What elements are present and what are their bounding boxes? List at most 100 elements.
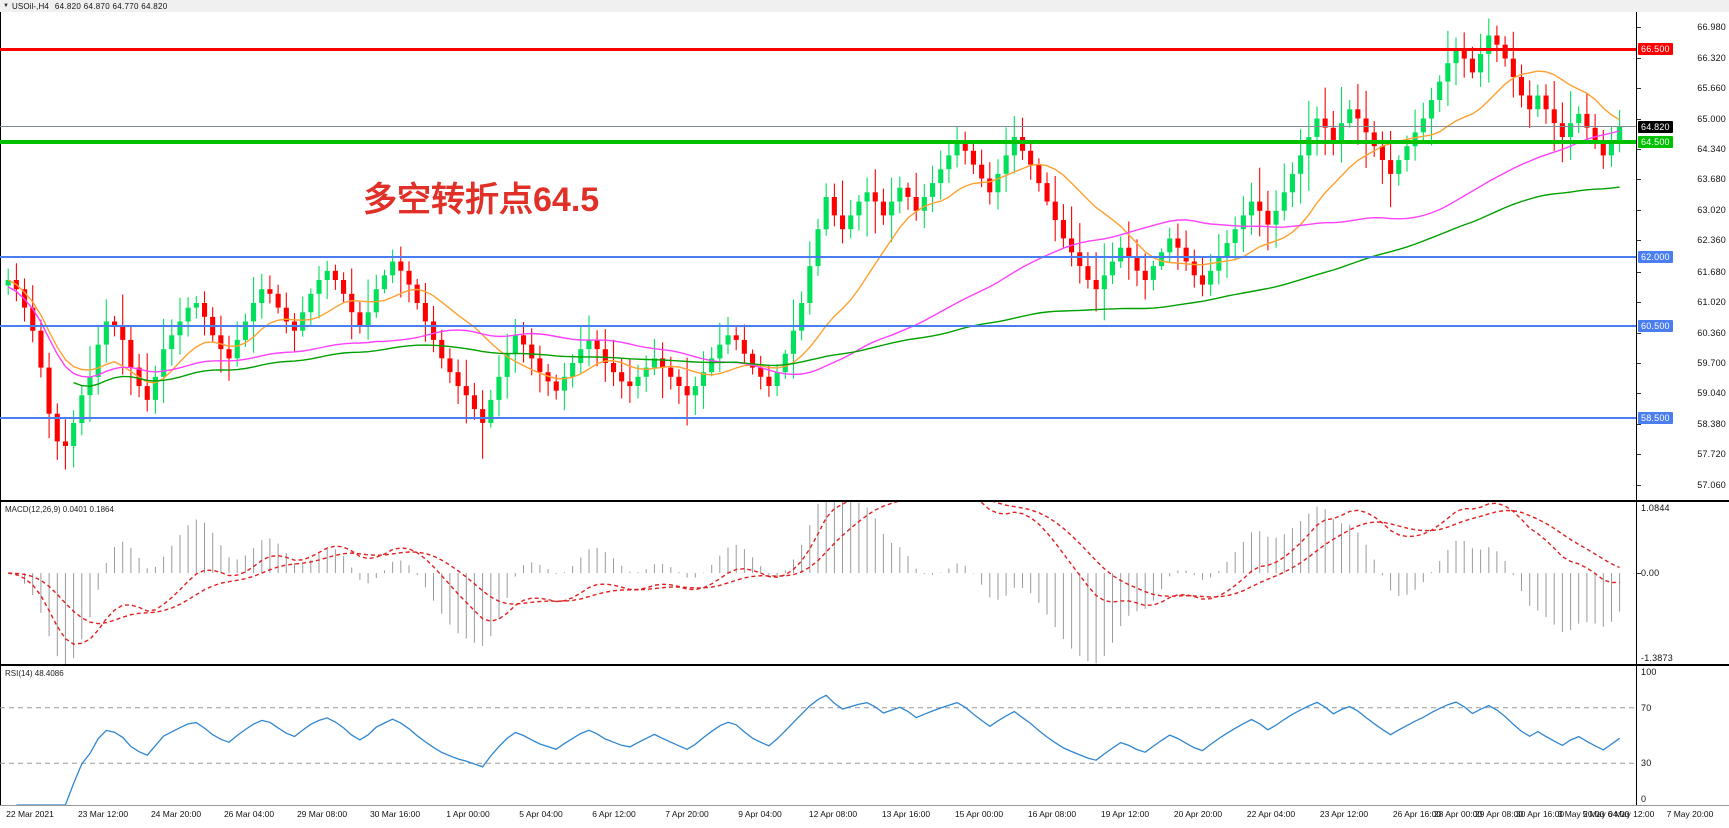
price-tick-mark xyxy=(1637,271,1641,273)
price-tick-label: 59.700 xyxy=(1697,358,1726,368)
annotation-text: 多空转折点64.5 xyxy=(363,181,600,219)
chevron-down-icon[interactable]: ▼ xyxy=(3,3,9,9)
rsi-plot-area[interactable]: RSI(14) 48.4086 xyxy=(0,666,1636,805)
macd-tick-label: 1.0844 xyxy=(1641,503,1670,513)
date-axis-label: 29 Mar 08:00 xyxy=(296,809,348,819)
price-tick-mark xyxy=(1637,118,1641,120)
macd-tick-label: -1.3873 xyxy=(1641,653,1673,663)
date-axis-label: 22 Mar 2021 xyxy=(6,809,54,819)
date-axis[interactable]: 22 Mar 2021 23 Mar 12:00 24 Mar 20:00 26 Ma… xyxy=(0,805,1729,828)
macd-axis-divider xyxy=(1636,502,1637,664)
last-price-badge[interactable]: 64.820 xyxy=(1638,120,1673,133)
price-tick-label: 64.340 xyxy=(1697,143,1726,154)
date-axis-label: 5 May 04:00 xyxy=(1582,809,1630,819)
level-badge-62000[interactable]: 62.000 xyxy=(1638,250,1673,263)
price-tick-label: 61.680 xyxy=(1697,266,1726,277)
price-tick-mark xyxy=(1637,423,1641,425)
last-price-line[interactable] xyxy=(0,126,1636,128)
rsi-label: RSI(14) 48.4086 xyxy=(5,669,64,678)
price-tick-label: 58.380 xyxy=(1697,418,1726,429)
pivot-line-64500[interactable] xyxy=(0,139,1636,144)
date-axis-label: 29 Apr 08:00 xyxy=(1474,809,1524,819)
date-axis-label: 23 Mar 12:00 xyxy=(77,809,129,819)
price-tick-mark xyxy=(1637,179,1641,181)
date-axis-label: 12 Apr 08:00 xyxy=(808,809,858,819)
price-tick-label: 57.060 xyxy=(1697,479,1726,490)
price-tick-mark xyxy=(1637,209,1641,211)
date-axis-label: 15 Apr 00:00 xyxy=(954,809,1004,819)
date-axis-label: 7 Apr 20:00 xyxy=(665,809,709,819)
price-tick-label: 59.040 xyxy=(1697,388,1726,399)
macd-scale: 1.0844 0.00 -1.3873 xyxy=(1637,502,1729,664)
macd-tick-label: 0.00 xyxy=(1641,568,1660,579)
rsi-tick-label: 30 xyxy=(1641,758,1652,769)
rsi-tick-label: 100 xyxy=(1641,667,1657,677)
price-tick-label: 62.360 xyxy=(1697,235,1726,246)
level-badge-66500[interactable]: 66.500 xyxy=(1638,43,1673,56)
support-line-60500[interactable] xyxy=(0,325,1636,328)
level-badge-60500[interactable]: 60.500 xyxy=(1638,320,1673,333)
date-axis-label: 6 Apr 12:00 xyxy=(592,809,636,819)
panel-left-border xyxy=(0,666,1,805)
date-axis-label: 19 Apr 12:00 xyxy=(1100,809,1150,819)
price-tick-label: 66.980 xyxy=(1697,22,1726,33)
date-axis-label: 28 Apr 00:00 xyxy=(1433,809,1483,819)
rsi-panel[interactable]: RSI(14) 48.4086 100 70 30 0 xyxy=(0,664,1729,805)
macd-plot-area[interactable]: MACD(12,26,9) 0.0401 0.1864 xyxy=(0,502,1636,664)
level-badge-64500[interactable]: 64.500 xyxy=(1638,135,1673,148)
macd-tick-mark xyxy=(1637,573,1641,575)
date-axis-label: 5 Apr 04:00 xyxy=(519,809,563,819)
rsi-scale: 100 70 30 0 xyxy=(1637,666,1729,805)
date-axis-label: 13 Apr 16:00 xyxy=(881,809,931,819)
date-axis-label: 3 May 20:00 xyxy=(1557,809,1605,819)
level-badge-58500[interactable]: 58.500 xyxy=(1638,412,1673,425)
price-candles-svg xyxy=(5,18,1623,470)
price-tick-mark xyxy=(1637,240,1641,242)
date-axis-label: 26 Mar 04:00 xyxy=(223,809,275,819)
macd-svg xyxy=(8,502,1621,664)
rsi-svg xyxy=(0,694,1636,805)
date-axis-label: 16 Apr 08:00 xyxy=(1027,809,1077,819)
price-tick-label: 61.020 xyxy=(1697,297,1726,308)
support-line-58500[interactable] xyxy=(0,417,1636,420)
price-tick-mark xyxy=(1637,88,1641,90)
price-tick-mark xyxy=(1637,302,1641,304)
ohlc-values: 64.820 64.870 64.770 64.820 xyxy=(54,1,168,11)
panel-left-border xyxy=(0,502,1,664)
date-axis-label: 9 Apr 04:00 xyxy=(738,809,782,819)
price-tick-label: 65.660 xyxy=(1697,83,1726,94)
resistance-line-66500[interactable] xyxy=(0,47,1636,51)
support-line-62000[interactable] xyxy=(0,255,1636,258)
price-tick-label: 63.020 xyxy=(1697,204,1726,215)
date-axis-label: 23 Apr 12:00 xyxy=(1319,809,1369,819)
price-tick-mark xyxy=(1637,393,1641,395)
macd-panel[interactable]: MACD(12,26,9) 0.0401 0.1864 1.0844 0.00 -1… xyxy=(0,500,1729,664)
date-axis-label: 30 Mar 16:00 xyxy=(369,809,421,819)
price-tick-mark xyxy=(1637,57,1641,59)
rsi-tick-label: 0 xyxy=(1641,794,1647,804)
price-tick-label: 65.000 xyxy=(1697,113,1726,124)
price-tick-mark xyxy=(1637,454,1641,456)
date-axis-label: 20 Apr 20:00 xyxy=(1173,809,1223,819)
date-axis-label: 1 Apr 00:00 xyxy=(446,809,490,819)
price-tick-mark xyxy=(1637,484,1641,486)
price-tick-label: 63.680 xyxy=(1697,174,1726,185)
date-axis-label: 7 May 20:00 xyxy=(1666,809,1714,819)
price-tick-label: 66.320 xyxy=(1697,52,1726,63)
price-panel[interactable]: 多空转折点64.5 66.980 66.320 65.660 65.000 64.340… xyxy=(0,12,1729,500)
price-tick-label: 57.720 xyxy=(1697,449,1726,460)
rsi-tick-label: 70 xyxy=(1641,702,1652,713)
price-scale[interactable]: 66.980 66.320 65.660 65.000 64.340 63.680 63.0… xyxy=(1637,12,1729,500)
date-axis-label: 24 Mar 20:00 xyxy=(150,809,202,819)
date-axis-label: 30 Apr 16:00 xyxy=(1515,809,1565,819)
symbol-label: USOil-,H4 xyxy=(12,1,49,11)
price-tick-mark xyxy=(1637,363,1641,364)
price-tick-label: 60.360 xyxy=(1697,327,1726,338)
date-axis-label: 26 Apr 16:00 xyxy=(1392,809,1442,819)
date-axis-label: 22 Apr 04:00 xyxy=(1246,809,1296,819)
price-axis-divider xyxy=(1636,12,1637,500)
price-plot-area[interactable]: 多空转折点64.5 xyxy=(0,12,1636,500)
macd-label: MACD(12,26,9) 0.0401 0.1864 xyxy=(5,505,114,514)
price-tick-mark xyxy=(1637,332,1641,334)
